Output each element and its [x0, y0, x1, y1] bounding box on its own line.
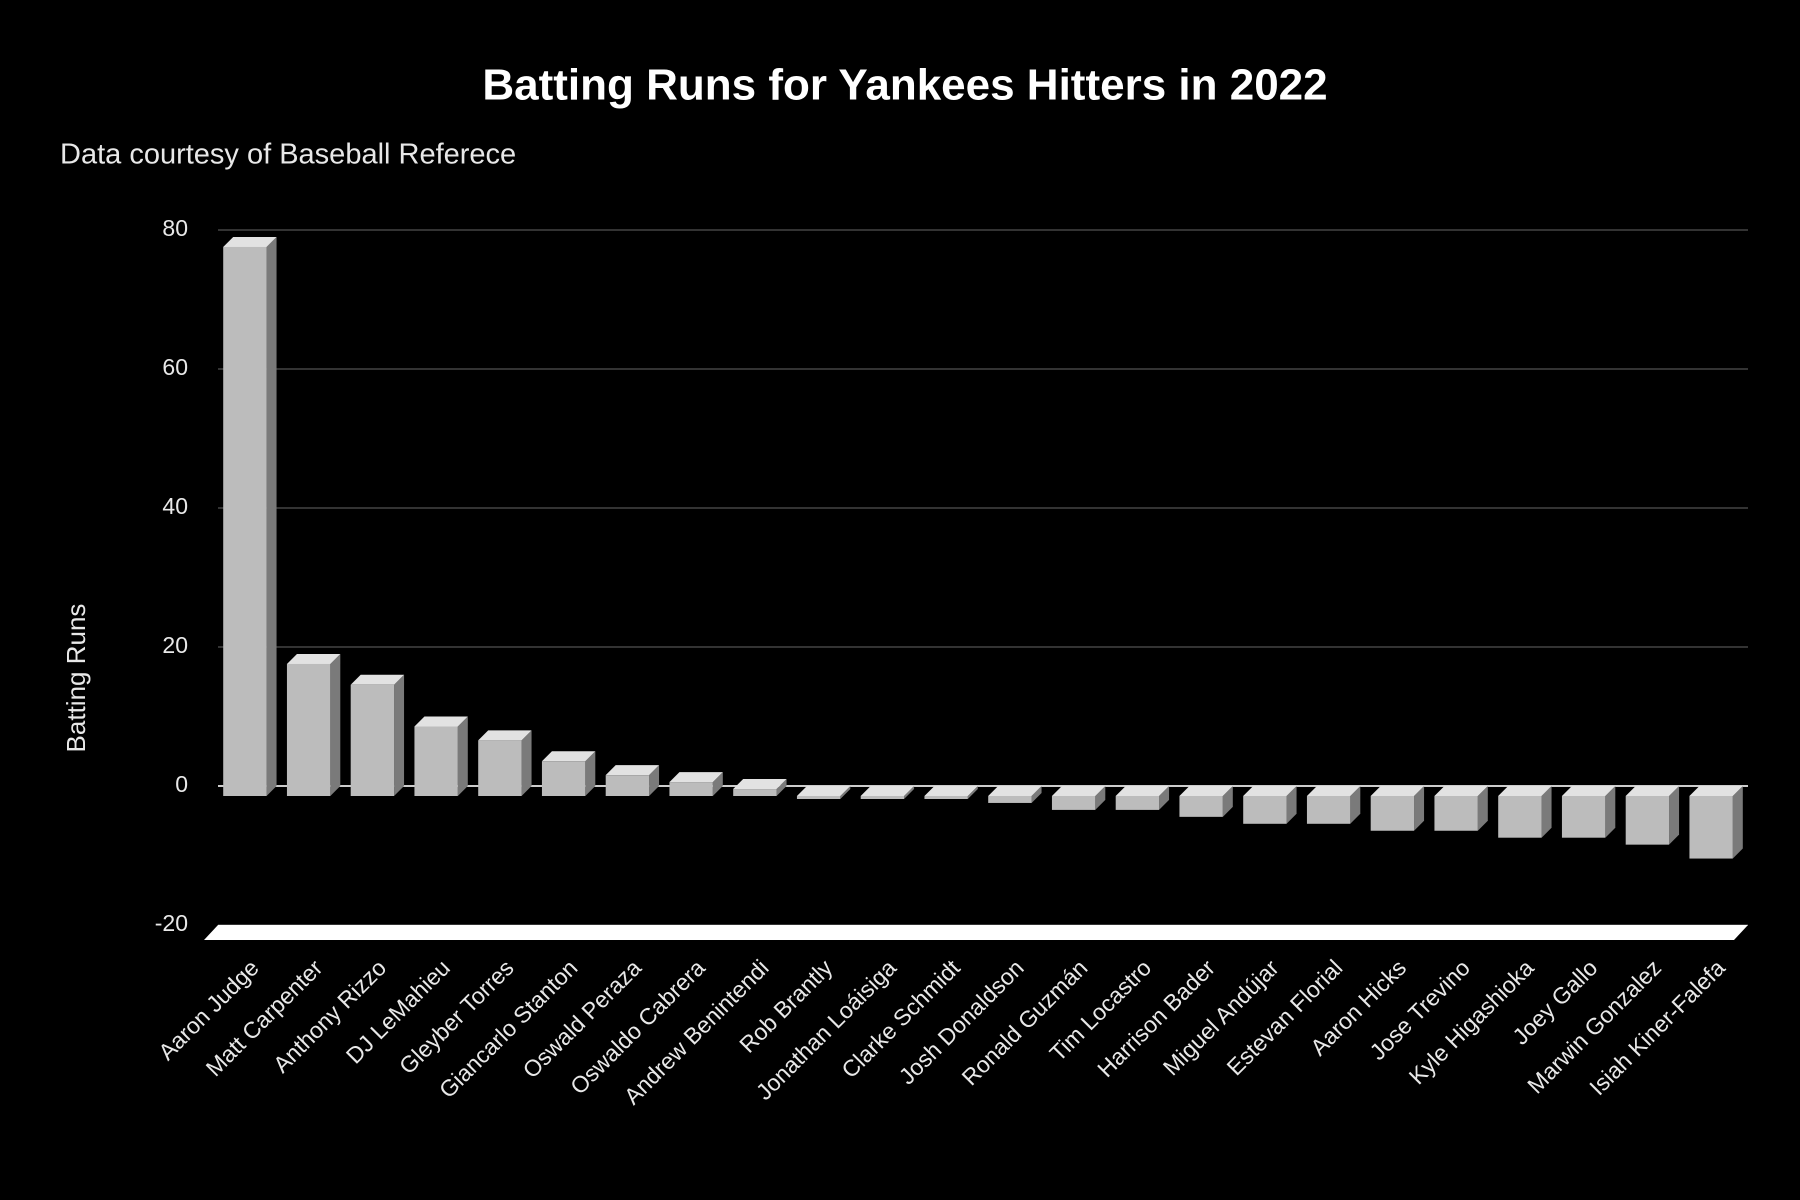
bar-top — [605, 765, 660, 776]
bar-side — [1159, 786, 1170, 810]
bar-top — [924, 786, 978, 796]
bar — [350, 684, 395, 796]
bar-top — [1498, 786, 1552, 796]
bar — [1561, 796, 1606, 838]
bar — [1179, 796, 1223, 817]
bar-top — [988, 786, 1042, 796]
bar-side — [1669, 786, 1680, 845]
bar — [286, 663, 331, 796]
bar-top — [860, 786, 915, 796]
bar-side — [1732, 786, 1743, 859]
y-tick-label: 40 — [162, 493, 188, 519]
floor — [204, 925, 1748, 940]
bar — [1370, 796, 1415, 831]
bar — [1115, 796, 1160, 810]
bar-top — [414, 716, 468, 727]
bar-side — [967, 786, 978, 799]
bar-side — [1350, 786, 1361, 824]
bar — [1434, 796, 1478, 831]
bar-top — [1370, 786, 1425, 796]
bar — [1498, 796, 1542, 838]
bar — [605, 775, 650, 796]
bar-top — [1561, 786, 1616, 796]
bar-side — [1414, 786, 1425, 831]
bar-top — [541, 751, 596, 762]
y-axis-label: Batting Runs — [61, 604, 91, 753]
bar-top — [223, 236, 277, 247]
bar — [924, 796, 968, 799]
bar-top — [1625, 786, 1680, 796]
bar — [1051, 796, 1096, 810]
bar-side — [1286, 786, 1297, 824]
bar — [1306, 796, 1351, 824]
bar-side — [457, 716, 468, 796]
y-tick-label: -20 — [155, 910, 188, 936]
y-tick-label: 60 — [162, 354, 188, 380]
bar-side — [1605, 786, 1616, 838]
bar-top — [1306, 786, 1361, 796]
bar — [1243, 796, 1287, 824]
bar-top — [350, 674, 405, 685]
bar — [669, 782, 713, 796]
bar — [1625, 796, 1670, 845]
bar-top — [1051, 786, 1106, 796]
bar-side — [1031, 786, 1042, 803]
bar-side — [649, 765, 660, 796]
bar-side — [904, 786, 915, 799]
bar-top — [1689, 786, 1743, 796]
bar — [796, 796, 841, 799]
bar-top — [1115, 786, 1170, 796]
bar — [478, 740, 522, 796]
bar-side — [1541, 786, 1552, 838]
bar — [860, 796, 905, 799]
bar-top — [1243, 786, 1297, 796]
bar-side — [1222, 786, 1233, 817]
bar-side — [776, 779, 787, 796]
bar-top — [478, 730, 532, 741]
y-tick-label: 0 — [175, 771, 188, 797]
bar-side — [266, 236, 277, 796]
chart-subtitle: Data courtesy of Baseball Referece — [60, 139, 516, 171]
bar-side — [330, 653, 341, 796]
bar — [733, 789, 777, 796]
bar-side — [521, 730, 532, 796]
bar-side — [585, 751, 596, 796]
bar-side — [1477, 786, 1488, 831]
bar — [223, 246, 267, 796]
bar-top — [286, 653, 341, 664]
bar-side — [1095, 786, 1106, 810]
bar-side — [712, 772, 723, 796]
bar-top — [669, 772, 723, 783]
bar-top — [1434, 786, 1488, 796]
bar-side — [394, 674, 405, 796]
bar-top — [1179, 786, 1233, 796]
bar-side — [840, 786, 851, 799]
bar — [988, 796, 1032, 803]
bar — [1689, 796, 1733, 859]
bar — [414, 726, 458, 796]
chart-title: Batting Runs for Yankees Hitters in 2022 — [482, 61, 1327, 110]
bar-top — [796, 786, 851, 796]
bar — [541, 761, 586, 796]
y-tick-label: 20 — [162, 632, 188, 658]
bar-top — [733, 779, 787, 790]
y-tick-label: 80 — [162, 215, 188, 241]
